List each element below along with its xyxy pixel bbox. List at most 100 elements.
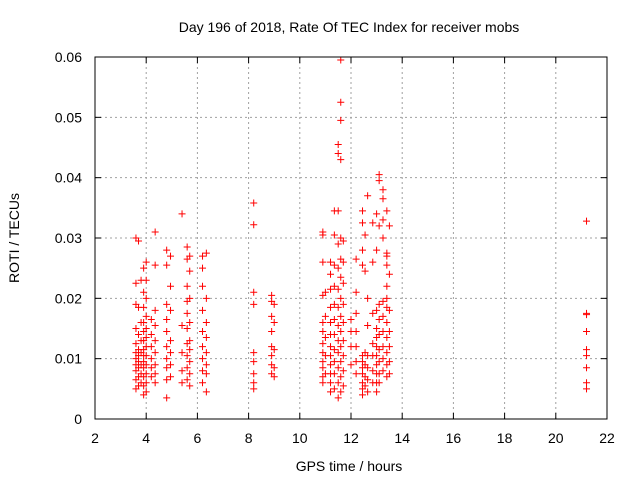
data-point	[330, 282, 338, 290]
data-point	[379, 186, 387, 194]
data-point	[334, 264, 342, 272]
data-point	[142, 352, 150, 360]
data-point	[385, 306, 393, 314]
data-point	[334, 394, 342, 402]
data-point	[334, 379, 342, 387]
data-point	[132, 279, 140, 287]
data-point	[364, 364, 372, 372]
data-point	[385, 222, 393, 230]
data-point	[140, 303, 148, 311]
x-tick-label: 6	[194, 430, 202, 446]
data-point	[337, 294, 345, 302]
data-point	[364, 321, 372, 329]
data-point	[147, 315, 155, 323]
data-point	[583, 352, 591, 360]
data-point	[373, 325, 381, 332]
data-point	[337, 98, 345, 106]
data-point	[199, 367, 207, 375]
data-point	[347, 361, 355, 369]
data-point	[373, 306, 381, 314]
data-point	[327, 361, 335, 369]
data-point	[364, 388, 372, 396]
data-point	[142, 370, 150, 378]
data-point	[330, 331, 338, 339]
data-point	[151, 261, 159, 269]
y-tick-label: 0.03	[55, 230, 82, 246]
data-point	[383, 318, 391, 326]
data-point	[330, 370, 338, 378]
data-point	[186, 337, 194, 345]
data-point	[379, 367, 387, 375]
data-point	[183, 352, 191, 360]
data-point	[352, 358, 360, 366]
x-tick-label: 2	[91, 430, 99, 446]
data-point	[186, 370, 194, 378]
data-point	[199, 264, 207, 272]
data-point	[379, 297, 387, 305]
data-point	[330, 261, 338, 269]
data-point	[140, 264, 148, 272]
data-point	[167, 306, 175, 314]
data-point	[142, 312, 150, 320]
data-point	[339, 352, 347, 360]
data-point	[339, 258, 347, 266]
data-point	[369, 367, 377, 375]
data-point	[369, 340, 377, 348]
data-point	[337, 358, 345, 366]
data-point	[151, 306, 159, 314]
data-point	[583, 217, 591, 225]
data-point	[334, 349, 342, 357]
data-point	[202, 294, 210, 302]
data-point	[163, 315, 171, 323]
data-point	[319, 231, 327, 239]
data-point	[334, 207, 342, 215]
data-point	[250, 385, 258, 393]
data-point	[334, 303, 342, 311]
data-point	[373, 210, 381, 218]
data-point	[178, 367, 186, 375]
data-point	[132, 340, 140, 348]
data-point	[339, 318, 347, 326]
data-point	[250, 370, 258, 378]
data-point	[330, 346, 338, 354]
chart-title: Day 196 of 2018, Rate Of TEC Index for r…	[179, 19, 520, 35]
data-point	[319, 379, 327, 387]
data-point	[327, 258, 335, 266]
data-point	[383, 294, 391, 302]
x-tick-label: 4	[142, 430, 150, 446]
data-point	[583, 328, 591, 336]
data-point	[319, 258, 327, 266]
data-point	[337, 156, 345, 164]
data-point	[268, 291, 276, 299]
data-point	[142, 258, 150, 266]
data-point	[327, 343, 335, 351]
data-point	[383, 349, 391, 357]
y-tick-label: 0	[74, 411, 82, 427]
data-point	[319, 340, 327, 348]
data-point	[364, 376, 372, 384]
data-point	[375, 171, 383, 179]
data-point	[268, 352, 276, 360]
data-point	[385, 270, 393, 278]
y-tick-label: 0.04	[55, 170, 82, 186]
data-point	[167, 361, 175, 369]
data-point	[140, 318, 148, 326]
data-point	[337, 388, 345, 396]
data-point	[327, 388, 335, 396]
data-point	[270, 364, 278, 372]
data-point	[199, 379, 207, 387]
x-tick-label: 14	[394, 430, 410, 446]
data-point	[359, 219, 367, 227]
data-point	[383, 252, 391, 260]
data-point	[202, 318, 210, 326]
data-point	[327, 270, 335, 278]
data-point	[151, 321, 159, 329]
data-point	[339, 337, 347, 345]
data-point	[583, 346, 591, 354]
data-point	[186, 346, 194, 354]
data-point	[583, 364, 591, 372]
data-point	[337, 373, 345, 381]
data-point	[250, 349, 258, 357]
data-point	[183, 376, 191, 384]
